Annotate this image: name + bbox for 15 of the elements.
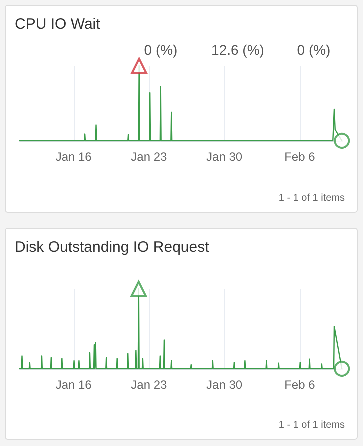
x-tick-label: Feb 6 <box>284 378 316 392</box>
text: 0 (%) <box>144 42 178 58</box>
text: 1 - 1 of 1 items <box>278 193 345 204</box>
x-tick-label: Jan 23 <box>131 378 168 392</box>
x-tick-label: Jan 30 <box>206 150 243 164</box>
text: 0 (%) <box>297 42 331 58</box>
x-tick-label: Jan 23 <box>131 150 168 164</box>
text: 1 - 1 of 1 items <box>278 420 345 431</box>
x-tick-label: Jan 16 <box>56 150 92 164</box>
x-tick-label: Jan 16 <box>56 378 92 392</box>
chart-title: CPU IO Wait <box>15 16 100 33</box>
text: 12.6 (%) <box>212 42 264 58</box>
x-tick-label: Feb 6 <box>284 150 316 164</box>
chart-title: Disk Outstanding IO Request <box>15 239 210 256</box>
x-tick-label: Jan 30 <box>206 378 243 392</box>
